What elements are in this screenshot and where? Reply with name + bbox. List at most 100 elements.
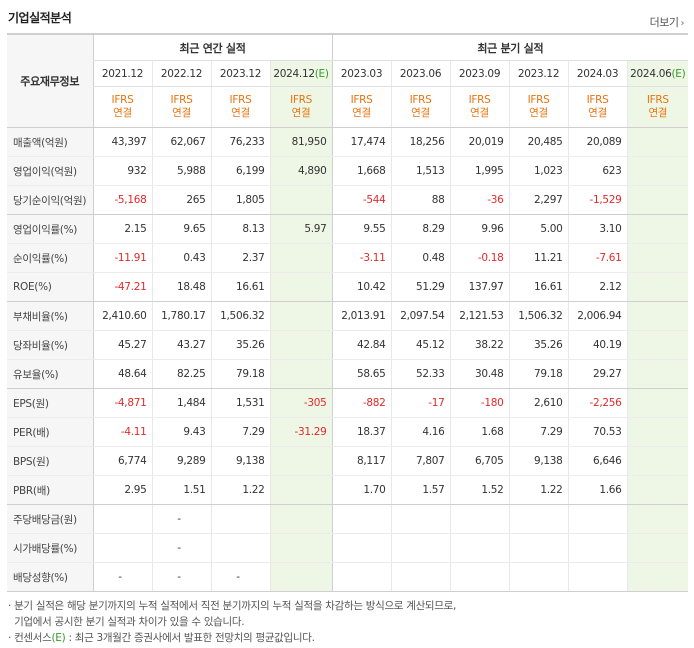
table-cell: 8,117 — [331, 446, 392, 476]
table-cell — [508, 562, 569, 592]
table-cell — [331, 562, 392, 592]
period-label: 2024.12 — [273, 67, 315, 80]
period-row: 2021.12 2022.12 2023.12 2024.12(E) 2023.03 20… — [7, 60, 689, 87]
table-cell — [508, 533, 569, 563]
table-cell — [269, 446, 333, 476]
table-cell: 40.19 — [567, 330, 628, 360]
table-cell: 8.13 — [210, 214, 270, 244]
table-cell: 7.29 — [210, 417, 270, 447]
table-cell: 1.70 — [331, 475, 392, 505]
table-cell: 9,138 — [508, 446, 569, 476]
table-cell: - — [151, 562, 211, 592]
table-cell — [210, 504, 270, 534]
table-cell — [567, 504, 628, 534]
table-cell: -47.21 — [92, 272, 152, 302]
table-cell: 18.37 — [331, 417, 392, 447]
table-cell — [390, 562, 451, 592]
period-label: 2023.09 — [458, 67, 501, 80]
table-cell — [269, 185, 333, 215]
table-cell: 29.27 — [567, 359, 628, 389]
table-cell: 1.68 — [449, 417, 510, 447]
footnotes: · 분기 실적은 해당 분기까지의 누적 실적에서 직전 분기까지의 누적 실적… — [8, 598, 688, 646]
estimate-marker: (E) — [671, 67, 686, 80]
table-cell: 265 — [151, 185, 211, 215]
row-label: PER(배) — [7, 417, 93, 447]
table-cell — [626, 533, 689, 563]
table-cell: 45.12 — [390, 330, 451, 360]
period-label: 2021.12 — [101, 67, 144, 80]
table-cell: 1,531 — [210, 388, 270, 418]
ifrs-sub-label: 연결 — [470, 107, 489, 119]
table-cell: 10.42 — [331, 272, 392, 302]
table-cell: -544 — [331, 185, 392, 215]
period-header: 2023.09 — [449, 60, 510, 87]
table-cell: -3.11 — [331, 243, 392, 273]
period-header: 2023.06 — [390, 60, 451, 87]
table-cell: 20,019 — [449, 127, 510, 157]
table-cell: 7.29 — [508, 417, 569, 447]
ifrs-sub-label: 연결 — [411, 107, 430, 119]
table-cell — [567, 562, 628, 592]
ifrs-sub-label: 연결 — [529, 107, 548, 119]
ifrs-label: IFRS — [586, 94, 609, 106]
table-cell: 6,705 — [449, 446, 510, 476]
table-cell: 1.57 — [390, 475, 451, 505]
period-header: 2024.06(E) — [626, 60, 689, 87]
table-cell: 16.61 — [210, 272, 270, 302]
table-cell: 38.22 — [449, 330, 510, 360]
row-label: 영업이익(억원) — [7, 156, 93, 186]
table-cell: 6,646 — [567, 446, 628, 476]
table-cell: 2,610 — [508, 388, 569, 418]
table-cell: 1,506.32 — [210, 301, 270, 331]
more-link[interactable]: 더보기 › — [649, 14, 685, 30]
period-label: 2023.12 — [219, 67, 262, 80]
table-cell: 932 — [92, 156, 152, 186]
table-row: 영업이익(억원) 932 5,988 6,199 4,890 1,668 1,513 1,99… — [7, 156, 689, 186]
table-cell — [390, 504, 451, 534]
more-label: 더보기 — [649, 16, 679, 29]
table-cell: 35.26 — [210, 330, 270, 360]
ifrs-sub-label: 연결 — [588, 107, 607, 119]
row-label: 부채비율(%) — [7, 301, 93, 331]
row-label: 유보율(%) — [7, 359, 93, 389]
table-cell: 8.29 — [390, 214, 451, 244]
table-cell: 6,199 — [210, 156, 270, 186]
period-label: 2024.03 — [576, 67, 619, 80]
table-cell: 62,067 — [151, 127, 211, 157]
ifrs-sub-label: 연결 — [352, 107, 371, 119]
estimate-marker: (E) — [51, 632, 66, 644]
row-header-label: 주요재무정보 — [7, 34, 93, 128]
table-cell — [626, 504, 689, 534]
row-label: 매출액(억원) — [7, 127, 93, 157]
footnote-3: · 컨센서스(E) : 최근 3개월간 증권사에서 발표한 전망치의 평균값입니… — [8, 630, 688, 646]
table-cell: 1,506.32 — [508, 301, 569, 331]
table-row: BPS(원) 6,774 9,289 9,138 8,117 7,807 6,705 9,13… — [7, 446, 689, 476]
table-cell — [626, 475, 689, 505]
table-cell: 1,805 — [210, 185, 270, 215]
row-label: 시가배당률(%) — [7, 533, 93, 563]
footnote-1: · 분기 실적은 해당 분기까지의 누적 실적에서 직전 분기까지의 누적 실적… — [8, 600, 457, 612]
table-row: 순이익률(%) -11.91 0.43 2.37 -3.11 0.48 -0.18 11.21… — [7, 243, 689, 273]
table-cell: 88 — [390, 185, 451, 215]
table-cell: - — [92, 562, 152, 592]
table-cell: 18,256 — [390, 127, 451, 157]
ifrs-cell: IFRS 연결 — [626, 86, 689, 128]
table-cell — [210, 533, 270, 563]
table-cell: -180 — [449, 388, 510, 418]
table-cell: 9.55 — [331, 214, 392, 244]
ifrs-cell: IFRS 연결 — [567, 86, 628, 128]
table-cell: 48.64 — [92, 359, 152, 389]
table-cell — [626, 127, 689, 157]
table-cell: 1.52 — [449, 475, 510, 505]
financial-table: 주요재무정보 최근 연간 실적 최근 분기 실적 2021.12 2022.12 2… — [7, 33, 689, 592]
ifrs-sub-label: 연결 — [113, 107, 132, 119]
table-row: 영업이익률(%) 2.15 9.65 8.13 5.97 9.55 8.29 9.96 5.00… — [7, 214, 689, 244]
ifrs-cell: IFRS 연결 — [390, 86, 451, 128]
ifrs-cell: IFRS 연결 — [269, 86, 333, 128]
table-cell: 5,988 — [151, 156, 211, 186]
table-cell — [269, 533, 333, 563]
table-row: 배당성향(%) - - - — [7, 562, 689, 592]
table-cell: 17,474 — [331, 127, 392, 157]
table-cell: 35.26 — [508, 330, 569, 360]
